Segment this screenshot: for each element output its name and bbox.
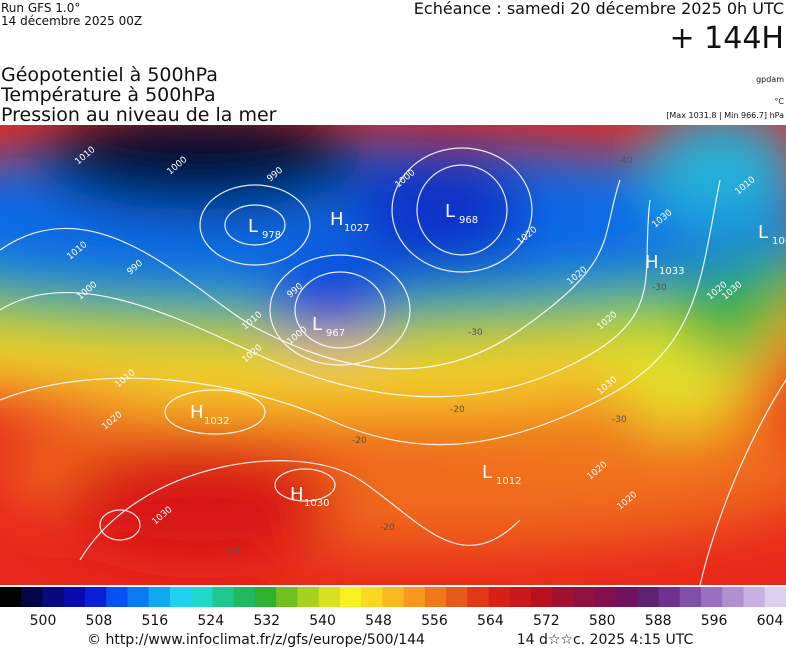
colorbar-label: 548 — [365, 613, 392, 629]
colorbar-label: 588 — [645, 613, 672, 629]
colorbar-label: 532 — [253, 613, 280, 629]
unit: °C — [774, 97, 784, 106]
unit: gpdam — [756, 75, 784, 84]
colorbar-swatch — [63, 587, 86, 607]
center-value: 978 — [262, 230, 281, 241]
colorbar-swatch — [212, 587, 235, 607]
colorbar-label: 564 — [477, 613, 504, 629]
colorbar-swatch — [42, 587, 65, 607]
center-type: H — [645, 252, 659, 273]
center-type: H — [330, 209, 344, 230]
colorbar-swatch — [318, 587, 341, 607]
valid-time: Echéance : samedi 20 décembre 2025 0h UT… — [414, 0, 784, 18]
center-type: H — [290, 484, 304, 505]
temp-label: -30 — [652, 283, 667, 293]
colorbar-swatch — [531, 587, 553, 607]
colorbar-swatch — [84, 587, 107, 607]
source: © http://www.infoclimat.fr/z/gfs/europe/… — [87, 632, 425, 648]
colorbar-label: 556 — [421, 613, 448, 629]
center-value: 1012 — [496, 476, 521, 487]
center-value: 1030 — [304, 498, 329, 509]
unit: [Max 1031.8 | Min 966.7] hPa — [666, 111, 784, 120]
colorbar-swatch — [743, 587, 766, 607]
center-value: 967 — [326, 328, 345, 339]
colorbar-swatch — [637, 587, 660, 607]
temp-label: -20 — [450, 405, 465, 415]
colorbar-label: 508 — [86, 613, 113, 629]
center-type: L — [758, 222, 768, 243]
colorbar-label: 524 — [197, 613, 224, 629]
colorbar-swatch — [0, 587, 22, 607]
center-type: H — [190, 402, 204, 423]
colorbar-swatch — [276, 587, 298, 607]
colorbar-swatch — [488, 587, 511, 607]
colorbar-label: 572 — [533, 613, 560, 629]
colorbar-swatch — [616, 587, 638, 607]
field: Géopotentiel à 500hPa — [1, 64, 218, 86]
colorbar-swatch — [722, 587, 745, 607]
colorbar-swatch — [679, 587, 702, 607]
colorbar-swatch — [233, 587, 256, 607]
colorbar-label: 580 — [589, 613, 616, 629]
isobars — [0, 147, 786, 585]
temp-label: -20 — [380, 523, 395, 533]
colorbar-label: 604 — [757, 613, 784, 629]
colorbar-swatch — [594, 587, 617, 607]
colorbar-swatch — [382, 587, 405, 607]
temp-label: -10 — [225, 546, 240, 556]
colorbar-swatch — [361, 587, 383, 607]
map: L978H1027L968L967H1033L100H1032H1030L101… — [0, 125, 786, 585]
colorbar-label: 500 — [30, 613, 57, 629]
colorbar-swatch — [127, 587, 150, 607]
colorbar-label: 516 — [141, 613, 168, 629]
center-value: 1027 — [344, 223, 369, 234]
colorbar-swatch — [446, 587, 468, 607]
field: Température à 500hPa — [0, 84, 216, 106]
colorbar-swatch — [169, 587, 192, 607]
field: Pression au niveau de la mer — [1, 104, 277, 126]
colorbar-swatch — [297, 587, 320, 607]
temp-label: -30 — [612, 415, 627, 425]
colorbar-swatch — [552, 587, 575, 607]
run: Run GFS 1.0° — [1, 1, 80, 15]
center-value: 1032 — [204, 416, 229, 427]
center-value: 100 — [772, 236, 786, 247]
colorbar-swatch — [509, 587, 532, 607]
center-type: L — [482, 462, 492, 483]
center-value: 1033 — [659, 266, 684, 277]
colorbar-swatch — [764, 587, 786, 607]
colorbar-swatch — [21, 587, 43, 607]
timestamp: 14 d☆☆c. 2025 4:15 UTC — [517, 632, 694, 648]
center-value: 968 — [459, 215, 478, 226]
colorbar-swatch — [148, 587, 171, 607]
colorbar-swatch — [106, 587, 128, 607]
lead-time: + 144H — [670, 21, 785, 56]
colorbar-label: 596 — [701, 613, 728, 629]
colorbar-swatch — [254, 587, 277, 607]
temp-label: -30 — [468, 328, 483, 338]
colorbar-swatch — [424, 587, 447, 607]
temp-label: -20 — [352, 436, 367, 446]
colorbar-swatch — [339, 587, 362, 607]
colorbar-swatch — [573, 587, 596, 607]
run-date: 14 décembre 2025 00Z — [1, 14, 142, 28]
colorbar-label: 540 — [309, 613, 336, 629]
colorbar-swatch — [467, 587, 490, 607]
colorbar-swatch — [191, 587, 213, 607]
center-type: L — [248, 216, 258, 237]
colorbar-swatch — [403, 587, 426, 607]
temp-label: -40 — [618, 156, 633, 166]
colorbar-swatch — [658, 587, 681, 607]
center-type: L — [445, 201, 455, 222]
center-type: L — [312, 314, 322, 335]
colorbar-swatch — [701, 587, 723, 607]
colorbar: 500 508 516 524 532 540 548 556 564 572 580 588 596 6… — [0, 587, 786, 629]
